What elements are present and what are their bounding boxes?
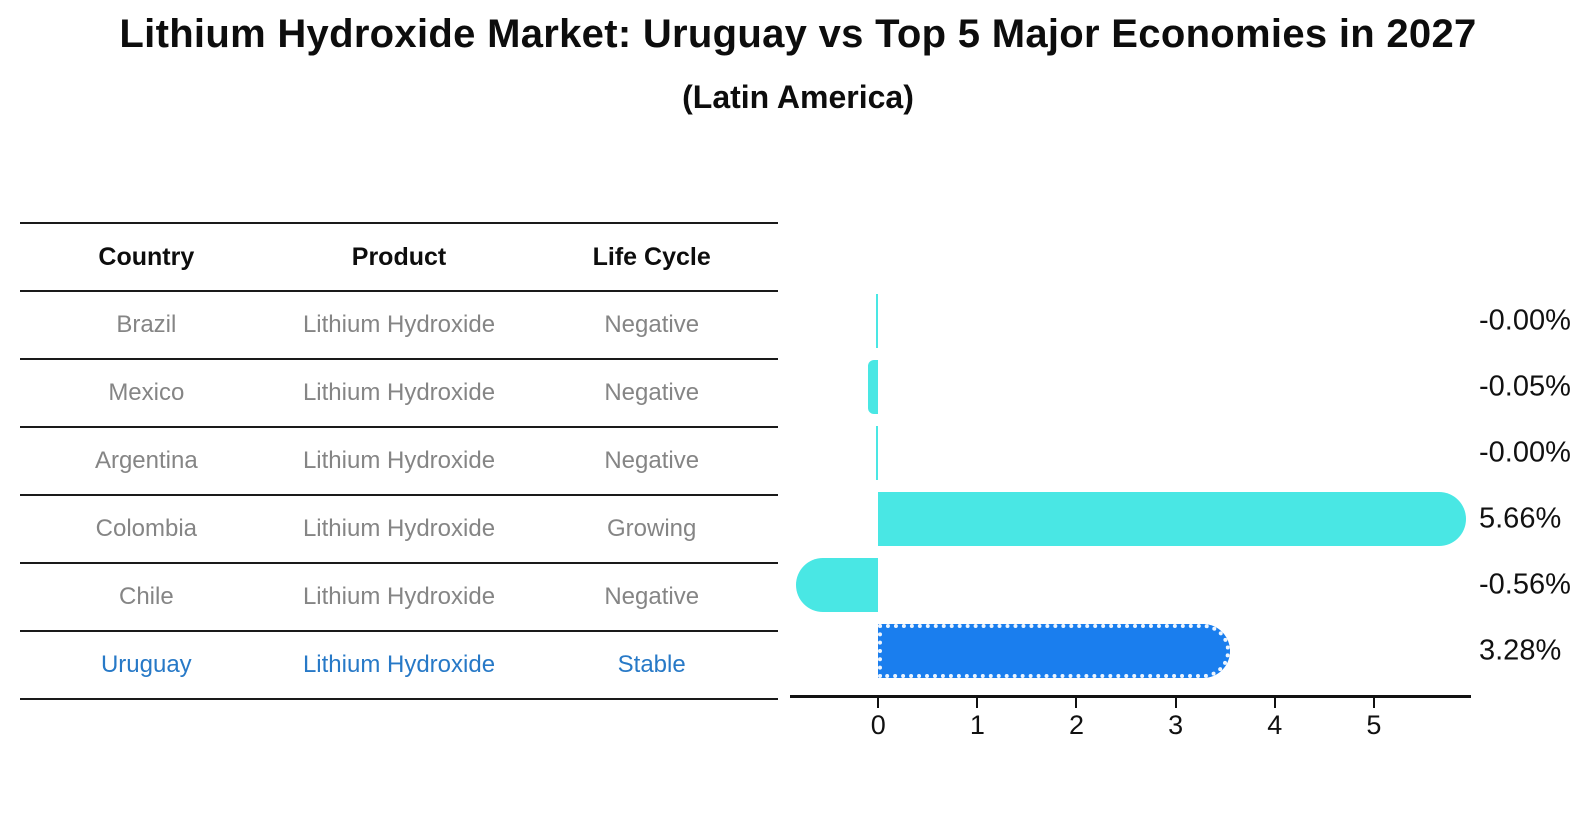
cell-life-cycle: Growing [606, 515, 697, 542]
cell-product: Lithium Hydroxide [302, 515, 496, 542]
cell-life-cycle: Negative [604, 311, 700, 338]
cell-life-cycle: Negative [604, 379, 700, 406]
x-axis-tick-label: 5 [1366, 710, 1382, 740]
x-axis-tick [976, 698, 979, 708]
chart-subtitle: (Latin America) [682, 79, 914, 115]
cell-country: Colombia [95, 515, 198, 542]
table-row-chile: Chile Lithium Hydroxide Negative [20, 564, 778, 632]
x-axis-tick-label: 0 [870, 710, 886, 740]
cell-product: Lithium Hydroxide [302, 583, 496, 610]
table-row-uruguay: Uruguay Lithium Hydroxide Stable [20, 632, 778, 700]
cell-country: Mexico [108, 379, 185, 406]
x-axis-tick [1075, 698, 1078, 708]
cell-country: Chile [118, 583, 174, 610]
bar-value-label-brazil: -0.00% [1479, 304, 1571, 337]
x-axis-tick [877, 698, 880, 708]
x-axis-tick-label: 2 [1068, 710, 1084, 740]
bar-value-label-chile: -0.56% [1479, 568, 1571, 601]
x-axis-line [790, 695, 1471, 698]
cell-product: Lithium Hydroxide [302, 447, 496, 474]
cell-product: Lithium Hydroxide [302, 651, 496, 678]
bar-mexico [868, 360, 879, 414]
cell-life-cycle: Negative [604, 447, 700, 474]
x-axis-tick [1273, 698, 1276, 708]
bar-value-label-uruguay: 3.28% [1479, 634, 1562, 667]
x-axis-tick-label: 3 [1168, 710, 1184, 740]
column-header-life-cycle: Life Cycle [592, 242, 711, 271]
cell-product: Lithium Hydroxide [302, 311, 496, 338]
table-row-mexico: Mexico Lithium Hydroxide Negative [20, 360, 778, 428]
cell-life-cycle: Stable [617, 651, 686, 678]
cell-country: Brazil [116, 311, 177, 338]
x-axis-tick [1372, 698, 1375, 708]
cell-product: Lithium Hydroxide [302, 379, 496, 406]
bar-value-label-colombia: 5.66% [1479, 502, 1562, 535]
bar-uruguay [878, 624, 1231, 678]
bar-brazil [875, 294, 879, 348]
cell-country: Argentina [94, 447, 198, 474]
cell-country: Uruguay [100, 651, 192, 678]
table-row-brazil: Brazil Lithium Hydroxide Negative [20, 292, 778, 360]
bar-value-label-argentina: -0.00% [1479, 436, 1571, 469]
cell-life-cycle: Negative [604, 583, 700, 610]
table-header-row: Country Product Life Cycle [20, 222, 778, 292]
x-axis-tick-label: 1 [969, 710, 985, 740]
column-header-country: Country [98, 242, 195, 271]
chart-title: Lithium Hydroxide Market: Uruguay vs Top… [119, 12, 1477, 56]
table-row-colombia: Colombia Lithium Hydroxide Growing [20, 496, 778, 564]
comparison-table: Country Product Life Cycle Brazil Lithium… [20, 222, 778, 700]
bar-value-label-mexico: -0.05% [1479, 370, 1571, 403]
bar-colombia [878, 492, 1467, 546]
table-body: Brazil Lithium Hydroxide Negative Mexico Lit… [20, 292, 778, 700]
bar-argentina [875, 426, 879, 480]
column-header-product: Product [351, 242, 447, 271]
bar-chile [795, 558, 879, 612]
table-row-argentina: Argentina Lithium Hydroxide Negative [20, 428, 778, 496]
x-axis-tick-label: 4 [1267, 710, 1283, 740]
x-axis-tick [1174, 698, 1177, 708]
